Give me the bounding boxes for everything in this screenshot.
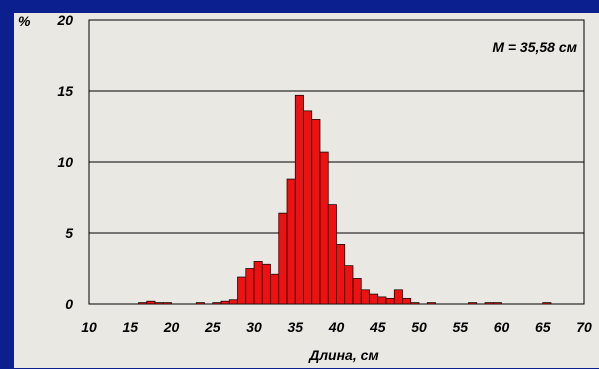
- x-tick-label: 15: [122, 319, 138, 335]
- x-tick-label: 25: [204, 319, 221, 335]
- bar: [270, 273, 280, 305]
- bar: [336, 244, 346, 305]
- bar: [484, 302, 494, 305]
- bar: [220, 300, 230, 305]
- y-axis-label: %: [18, 13, 31, 29]
- x-tick-label: 30: [246, 319, 262, 335]
- x-tick-label: 55: [452, 319, 468, 335]
- bar: [253, 261, 263, 305]
- x-tick-label: 65: [535, 319, 551, 335]
- bar: [278, 212, 288, 305]
- bar: [410, 302, 420, 305]
- x-tick-label: 20: [163, 319, 180, 335]
- bar: [154, 302, 164, 305]
- bar: [393, 289, 403, 305]
- x-tick-label: 10: [81, 319, 97, 335]
- bar: [195, 302, 205, 305]
- bar: [212, 302, 222, 305]
- y-tick-label: 20: [56, 12, 73, 28]
- bar: [402, 297, 412, 305]
- bar: [146, 300, 156, 305]
- bar: [369, 293, 379, 305]
- bar: [228, 299, 238, 305]
- bars: [138, 94, 552, 305]
- x-axis-label: Длина, см: [308, 347, 379, 363]
- x-tick-label: 60: [494, 319, 510, 335]
- y-tick-label: 0: [65, 296, 73, 312]
- bar: [303, 110, 313, 305]
- bar: [327, 204, 337, 305]
- bar: [468, 302, 478, 305]
- bar: [286, 178, 296, 305]
- bar: [385, 297, 395, 305]
- bar: [245, 268, 255, 305]
- bar: [261, 263, 271, 305]
- bar: [360, 289, 370, 305]
- x-tick-label: 40: [328, 319, 345, 335]
- bar: [294, 94, 304, 305]
- bar: [542, 302, 552, 305]
- bar: [162, 302, 172, 305]
- x-tick-label: 45: [369, 319, 386, 335]
- bar: [352, 278, 362, 305]
- y-tick-label: 10: [57, 154, 73, 170]
- y-tick-labels: 0 5 10 15 20: [56, 12, 73, 312]
- x-tick-labels: 10 15 20 25 30 35 40 45 50 55 60 65 70: [81, 319, 592, 335]
- x-tick-label: 50: [411, 319, 427, 335]
- bar: [311, 119, 321, 305]
- mean-annotation: M = 35,58 см: [492, 39, 577, 55]
- bar: [492, 302, 502, 305]
- bar: [319, 151, 329, 305]
- bar: [426, 302, 436, 305]
- bar: [377, 296, 387, 305]
- bar: [138, 302, 148, 305]
- y-tick-label: 5: [65, 225, 73, 241]
- bar: [344, 265, 354, 305]
- bar: [237, 276, 247, 305]
- x-tick-label: 70: [576, 319, 592, 335]
- y-tick-label: 15: [57, 83, 73, 99]
- x-tick-label: 35: [287, 319, 303, 335]
